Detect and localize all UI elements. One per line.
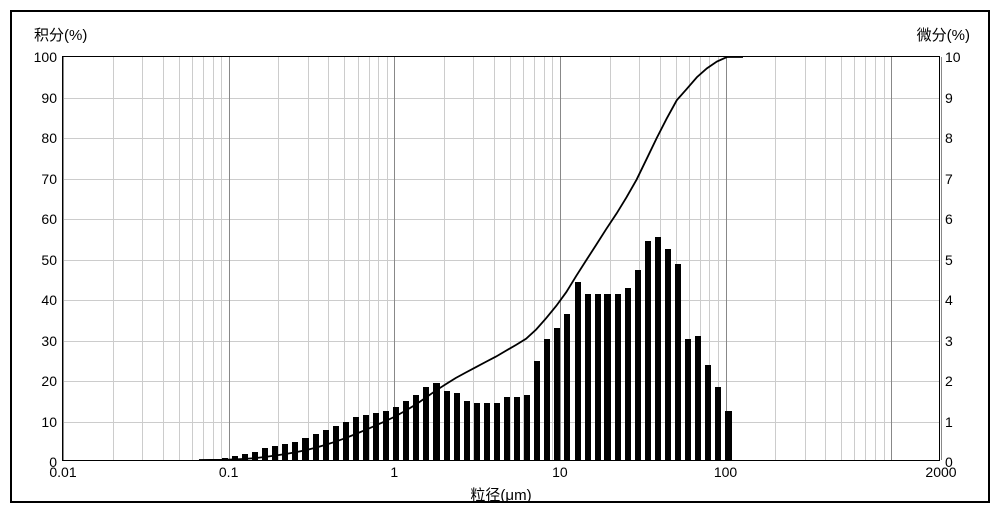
- y-right-tick: 8: [945, 130, 953, 146]
- y-right-tick: 4: [945, 292, 953, 308]
- x-axis-title: 粒径(μm): [470, 484, 531, 505]
- cumulative-curve: [63, 57, 939, 460]
- y-left-tick: 50: [41, 252, 57, 268]
- v-major-gridline: [941, 57, 942, 460]
- x-tick: 0.1: [219, 464, 238, 480]
- y-left-title: 积分(%): [34, 24, 87, 45]
- y-right-tick: 5: [945, 252, 953, 268]
- y-left-tick: 90: [41, 90, 57, 106]
- y-right-tick: 3: [945, 333, 953, 349]
- y-right-tick: 2: [945, 373, 953, 389]
- y-left-tick: 80: [41, 130, 57, 146]
- y-left-tick: 60: [41, 211, 57, 227]
- y-left-tick: 20: [41, 373, 57, 389]
- y-left-tick: 70: [41, 171, 57, 187]
- x-tick: 1: [390, 464, 398, 480]
- plot-area: 00101202303404505606707808909100100.010.…: [62, 56, 940, 461]
- y-right-tick: 10: [945, 49, 961, 65]
- y-right-tick: 1: [945, 414, 953, 430]
- x-tick: 10: [552, 464, 568, 480]
- x-tick: 2000: [925, 464, 956, 480]
- y-right-tick: 7: [945, 171, 953, 187]
- x-tick: 0.01: [49, 464, 76, 480]
- y-right-title: 微分(%): [917, 24, 970, 45]
- chart-container: 积分(%) 微分(%) 0010120230340450560670780890…: [0, 0, 1000, 513]
- y-left-tick: 40: [41, 292, 57, 308]
- y-left-tick: 30: [41, 333, 57, 349]
- y-right-tick: 9: [945, 90, 953, 106]
- x-tick: 100: [714, 464, 737, 480]
- y-left-tick: 10: [41, 414, 57, 430]
- y-right-tick: 6: [945, 211, 953, 227]
- y-left-tick: 100: [34, 49, 57, 65]
